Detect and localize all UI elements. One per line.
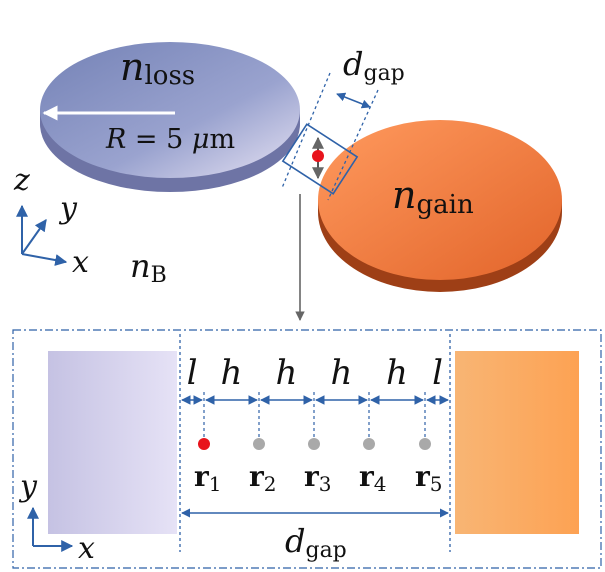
position-label-5: r5: [415, 460, 443, 496]
position-label-2: r2: [249, 460, 277, 496]
point-layer: r1 r2 r3 r4 r5: [194, 438, 443, 496]
gap-label-top: dgap: [343, 45, 405, 86]
gap-dashed-lines: [281, 72, 379, 201]
segment-label: h: [386, 353, 408, 393]
background-index-label: nB: [130, 247, 167, 288]
segment-label: l: [187, 353, 198, 393]
axis-z-label: z: [13, 163, 30, 198]
position-label-1: r1: [194, 460, 222, 496]
gain-label: ngain: [392, 173, 474, 220]
axes-2d: [27, 506, 74, 552]
gap-dimension-arrow: [336, 92, 371, 109]
gain-disk: [318, 120, 562, 292]
loss-label: nloss: [120, 45, 195, 91]
loss-disk: [40, 42, 300, 192]
position-point-1: [198, 438, 210, 450]
position-point-3: [308, 438, 320, 450]
inset-loss-region: [48, 351, 177, 534]
position-point-2: [253, 438, 265, 450]
inset-axis-x-label: x: [78, 531, 95, 566]
gap-label-inset: dgap: [285, 522, 347, 563]
segment-label: l: [432, 353, 443, 393]
inset-axis-y-label: y: [18, 469, 38, 504]
segment-label: h: [331, 353, 353, 393]
inset-boundary-lines: [179, 334, 451, 552]
radius-label: R = 5 μm: [105, 124, 235, 155]
inset-frame: [12, 329, 602, 569]
axis-x-label: x: [72, 245, 89, 280]
position-point-5: [419, 438, 431, 450]
segment-label: h: [221, 353, 243, 393]
zoom-box: [281, 123, 359, 195]
position-point-4: [363, 438, 375, 450]
inset-gain-region: [455, 351, 579, 534]
emitter-dot: [312, 150, 324, 162]
axes-3d: [16, 204, 68, 266]
axis-y-label: y: [58, 191, 78, 226]
position-label-3: r3: [304, 460, 332, 496]
position-label-4: r4: [359, 460, 387, 496]
segment-label: h: [276, 353, 298, 393]
